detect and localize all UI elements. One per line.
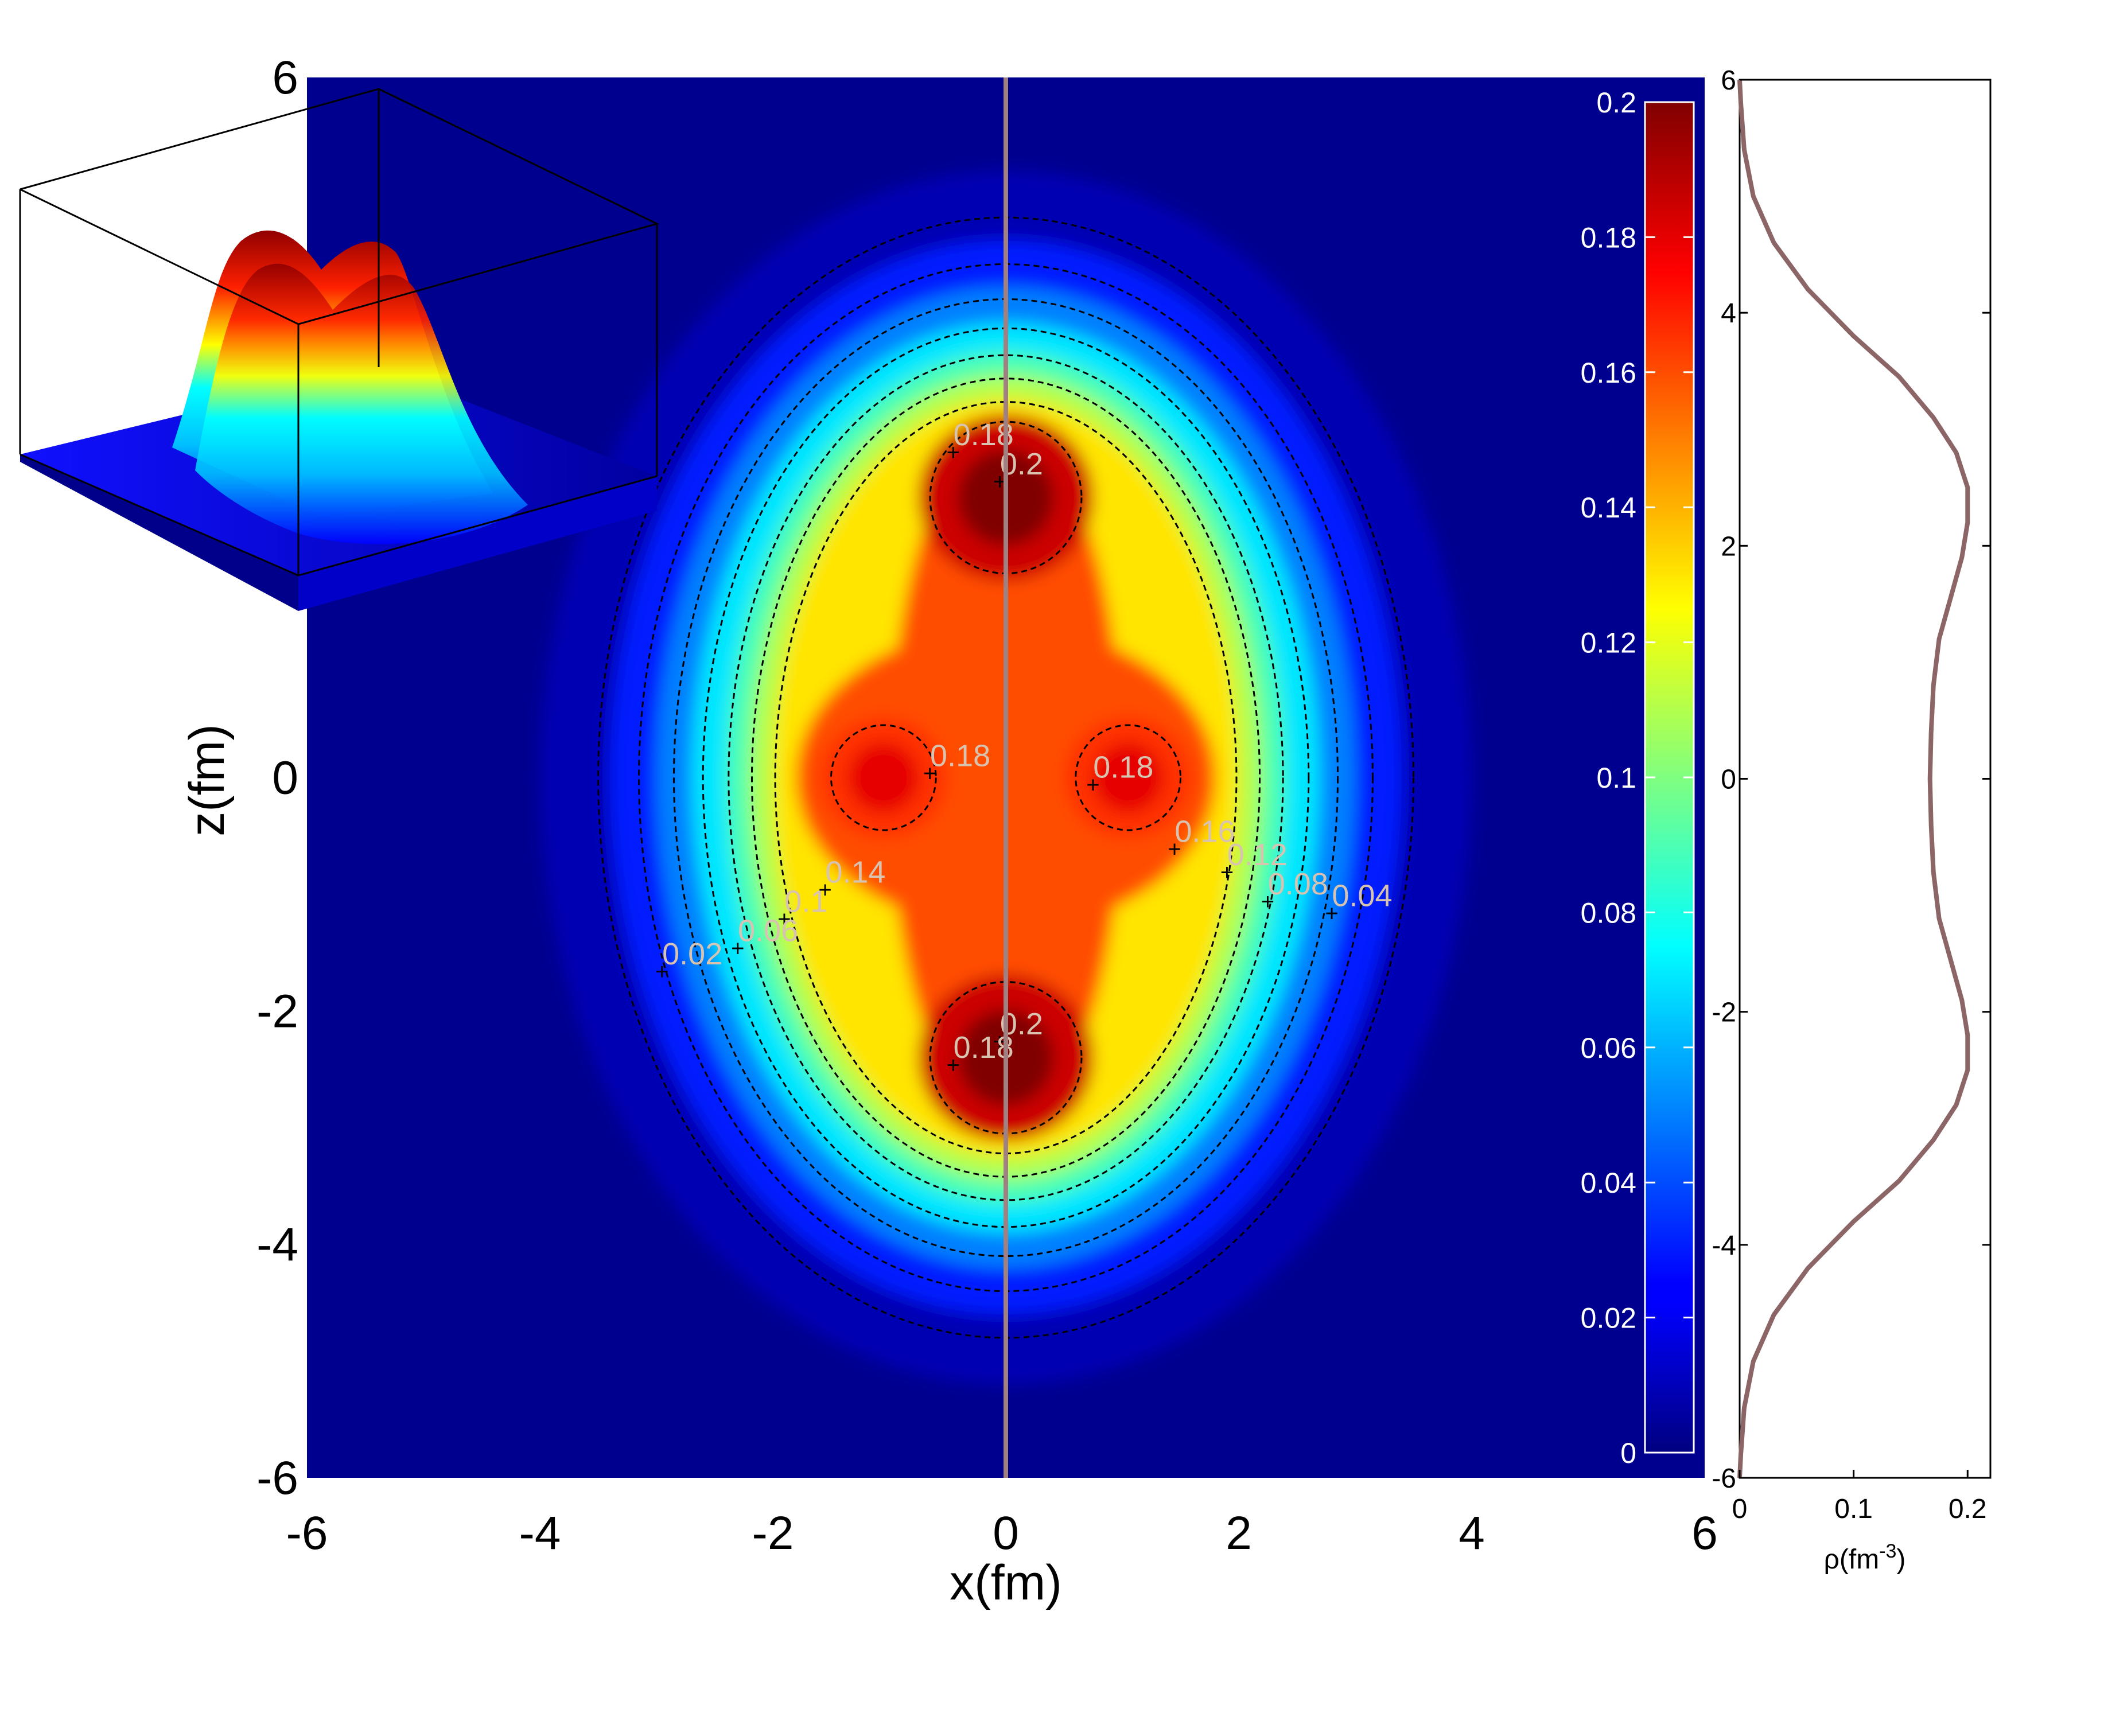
contour-label: 0.14	[825, 855, 885, 890]
x-tick-label: -4	[519, 1507, 561, 1559]
contour-marker: +	[947, 440, 960, 465]
colorbar-tick-label: 0.06	[1581, 1032, 1636, 1064]
contour-peak-2	[830, 724, 937, 831]
contour-label: 0.18	[1093, 750, 1153, 785]
profile-y-ticks: 6 4 2 0 -2 -4 -6	[1712, 65, 1990, 1494]
colorbar-tick-label: 0.08	[1581, 897, 1636, 929]
contour-marker: +	[777, 907, 791, 932]
x-tick-label: -6	[286, 1507, 328, 1559]
x-axis-ticks: -6 -4 -2 0 2 4 6	[286, 1507, 1718, 1559]
profile-x-ticks: 0 0.1 0.2	[1732, 1470, 1987, 1524]
profile-y-tick-label: 2	[1721, 531, 1736, 562]
x-tick-label: 2	[1226, 1507, 1252, 1559]
y-tick-label: -2	[256, 985, 298, 1037]
contour-marker: +	[923, 761, 936, 786]
contour-label: 0.02	[662, 937, 722, 971]
surface-inset	[19, 88, 660, 611]
y-tick-label: -4	[256, 1219, 298, 1271]
contour-marker: +	[731, 936, 744, 961]
colorbar-tick-label: 0	[1620, 1437, 1636, 1469]
profile-x-tick-label: 0	[1732, 1494, 1748, 1524]
x-tick-label: 0	[993, 1507, 1019, 1559]
contour-label: 0.08	[1268, 867, 1328, 901]
colorbar-tick-label: 0.12	[1581, 627, 1636, 659]
contour-marker: +	[1168, 837, 1181, 862]
contour-marker: +	[1261, 889, 1274, 914]
profile-x-axis-title: ρ(fm-3)	[1824, 1540, 1906, 1575]
profile-y-tick-label: -4	[1712, 1231, 1736, 1261]
y-tick-label: 0	[272, 752, 298, 804]
contour-marker: +	[947, 1053, 960, 1078]
contour-marker: +	[1220, 860, 1234, 885]
inset-bounding-box	[19, 88, 660, 577]
colorbar-tick-label: 0.14	[1581, 492, 1636, 524]
contour-label: 0.18	[930, 738, 990, 773]
contour-label: 0.06	[738, 913, 798, 948]
contour-marker: +	[1086, 773, 1099, 798]
colorbar-tick-label: 0.16	[1581, 357, 1636, 389]
profile-y-tick-label: 4	[1721, 298, 1736, 329]
density-profile-line	[1737, 79, 1970, 1478]
x-tick-label: 4	[1459, 1507, 1485, 1559]
contour-label: 0.1	[784, 885, 827, 919]
contour-label: 0.12	[1227, 838, 1288, 872]
y-axis-title: z(fm)	[180, 724, 235, 836]
profile-x-tick-label: 0.2	[1949, 1494, 1987, 1524]
contour-peak-3	[1075, 724, 1182, 831]
profile-y-tick-label: 0	[1721, 765, 1736, 795]
contour-marker: +	[818, 878, 831, 903]
x-tick-label: 6	[1691, 1507, 1718, 1559]
profile-y-tick-label: -2	[1712, 998, 1736, 1028]
inset-base-left-face	[20, 454, 298, 611]
contour-marker: +	[993, 1029, 1006, 1054]
contour-label: 0.16	[1174, 815, 1235, 849]
colorbar-tick-label: 0.2	[1596, 87, 1636, 119]
density-peak-core-3	[1092, 742, 1164, 813]
profile-y-tick-label: 6	[1721, 65, 1736, 96]
profile-x-axis-title-sup: -3	[1879, 1540, 1896, 1562]
contour-marker: +	[993, 469, 1006, 495]
y-tick-label: 6	[272, 52, 298, 104]
colorbar-tick-label: 0.18	[1581, 221, 1636, 254]
colorbar-ticks: 0.2 0.18 0.16 0.14 0.12 0.1 0.08 0.06 0.04 0.02 0	[1581, 87, 1694, 1469]
colorbar: 0.2 0.18 0.16 0.14 0.12 0.1 0.08 0.06 0.04 0.02 0	[1581, 87, 1695, 1469]
contour-line-4	[728, 354, 1284, 1201]
profile-x-tick-label: 0.1	[1834, 1494, 1873, 1524]
profile-x-axis-title-main: ρ(fm	[1824, 1544, 1880, 1575]
colorbar-tick-label: 0.1	[1596, 762, 1636, 794]
contour-marker: +	[1325, 901, 1338, 926]
profile-y-tick-label: -6	[1712, 1463, 1736, 1494]
contour-marker: +	[655, 959, 668, 984]
profile-x-axis-title-end: )	[1896, 1544, 1905, 1575]
x-tick-label: -2	[752, 1507, 794, 1559]
density-profile-plot: 0 0.1 0.2 6 4 2 0 -2 -4 -6 ρ(fm-3)	[1712, 65, 1992, 1575]
colorbar-tick-label: 0.02	[1581, 1302, 1636, 1334]
contour-label: 0.04	[1332, 878, 1392, 913]
heatmap-plot: +0.18+0.2+0.18+0.18+0.16+0.12+0.08+0.04+…	[180, 52, 1718, 1610]
inset-surface-front-lobe	[195, 263, 528, 544]
x-axis-title: x(fm)	[950, 1555, 1062, 1610]
inset-base-right-face	[298, 476, 657, 611]
colorbar-tick-label: 0.04	[1581, 1167, 1636, 1199]
density-field	[540, 170, 1472, 1385]
y-tick-label: -6	[256, 1452, 298, 1504]
profile-plot-frame	[1739, 79, 1992, 1479]
density-peak-core-2	[848, 742, 919, 813]
